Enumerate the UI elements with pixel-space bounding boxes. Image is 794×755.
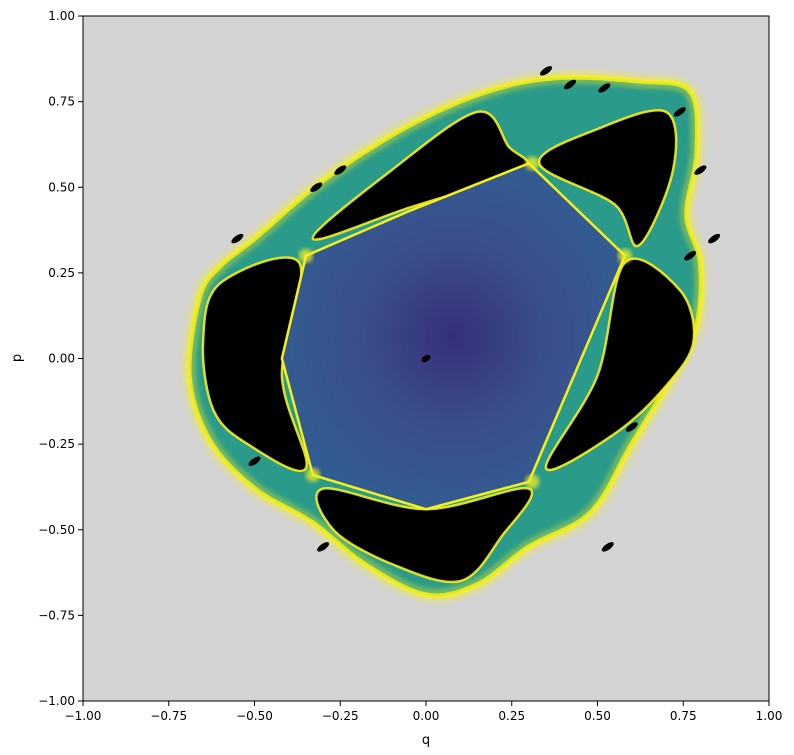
y-axis-label: p (10, 354, 25, 362)
y-tick-label: 0.75 (48, 95, 75, 109)
chaotic-sea-halo (182, 70, 709, 603)
satellite-island-10 (248, 456, 261, 466)
satellite-island-2 (598, 83, 611, 93)
y-tick-label: −0.25 (38, 437, 75, 451)
x-tick-label: 0.25 (498, 709, 525, 723)
hyperbolic-point-0 (298, 248, 313, 263)
y-tick-label: 0.00 (48, 352, 75, 366)
x-axis-label: q (422, 733, 430, 748)
satellite-island-12 (310, 182, 323, 192)
x-tick-label: 0.00 (413, 709, 440, 723)
y-tick-label: 0.50 (48, 180, 75, 194)
satellite-island-13 (334, 165, 347, 175)
x-tick-label: −0.75 (150, 709, 187, 723)
y-tick-label: 1.00 (48, 9, 75, 23)
hyperbolic-point-4 (305, 467, 320, 482)
x-tick-label: −0.25 (322, 709, 359, 723)
y-tick-label: −0.50 (38, 523, 75, 537)
center-fixed-point (421, 354, 431, 363)
x-tick-label: 0.50 (584, 709, 611, 723)
y-axis: 1.00 0.75 0.50 0.25 0.00 −0.25 −0.50 −0.75 −1.00 (38, 9, 83, 708)
satellite-island-4 (694, 165, 707, 175)
resonance-island-right (544, 257, 696, 472)
x-tick-label: 0.75 (670, 709, 697, 723)
y-tick-label: −0.75 (38, 608, 75, 622)
satellite-island-3 (673, 107, 686, 117)
hyperbolic-point-2 (617, 248, 632, 263)
satellite-island-11 (231, 233, 244, 244)
x-tick-label: −1.00 (65, 709, 102, 723)
satellite-island-6 (684, 251, 697, 261)
y-tick-label: 0.25 (48, 266, 75, 280)
resonance-island-upper-right (537, 109, 678, 248)
satellite-island-8 (601, 542, 614, 552)
satellite-island-7 (625, 422, 638, 432)
hyperbolic-point-3 (525, 474, 540, 489)
y-tick-label: −1.00 (38, 694, 75, 708)
satellite-island-5 (708, 233, 721, 244)
resonance-island-upper-left (311, 110, 530, 241)
x-tick-label: −0.50 (236, 709, 273, 723)
plot-layer (182, 66, 721, 603)
resonance-island-left (201, 256, 308, 473)
x-axis: −1.00 −0.75 −0.50 −0.25 0.00 0.25 0.50 0.75 1.00 (65, 701, 783, 723)
satellite-island-1 (564, 79, 577, 90)
satellite-island-0 (540, 66, 553, 76)
hyperbolic-point-1 (525, 156, 540, 171)
x-tick-label: 1.00 (756, 709, 783, 723)
satellite-island-9 (317, 542, 330, 552)
